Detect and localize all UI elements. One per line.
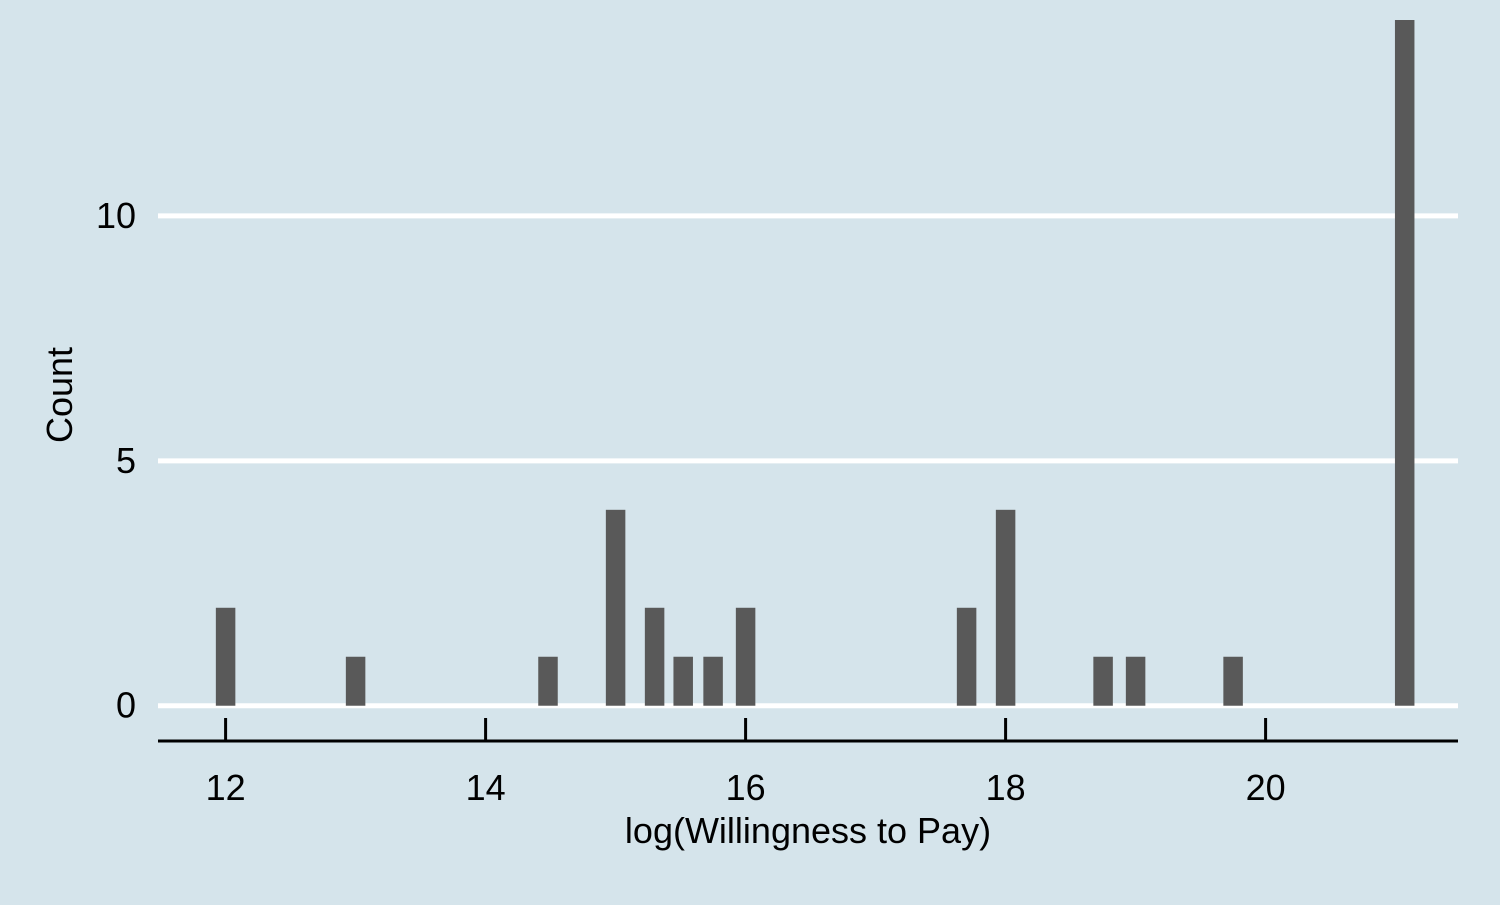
histogram-bar — [703, 656, 723, 706]
histogram-bar — [605, 509, 626, 706]
grid-layer — [158, 213, 1458, 709]
x-tick-label: 18 — [986, 767, 1026, 808]
x-tick-label: 16 — [726, 767, 766, 808]
y-tick-label: 5 — [116, 440, 136, 481]
axis-layer: 0 5 10 12 14 16 18 20 — [96, 195, 1458, 808]
histogram-bar — [735, 607, 756, 706]
x-tick-label: 14 — [466, 767, 506, 808]
histogram-bar — [1223, 656, 1243, 706]
histogram-bar — [215, 607, 236, 706]
x-tick-label: 20 — [1246, 767, 1286, 808]
histogram-bar — [1394, 20, 1415, 706]
histogram-bar — [956, 607, 977, 706]
histogram-bar — [644, 607, 665, 706]
histogram-bar — [1093, 656, 1113, 706]
x-tick-label: 12 — [206, 767, 246, 808]
y-tick-label: 10 — [96, 195, 136, 236]
y-tick-label: 0 — [116, 685, 136, 726]
histogram-bar — [995, 509, 1016, 706]
histogram-bar — [1125, 656, 1146, 706]
histogram-bar — [345, 656, 366, 706]
bar-layer — [215, 20, 1415, 706]
x-axis-title: log(Willingness to Pay) — [625, 810, 991, 851]
histogram-bar — [538, 656, 558, 706]
histogram-bar — [673, 656, 693, 706]
y-axis-title: Count — [39, 347, 80, 443]
